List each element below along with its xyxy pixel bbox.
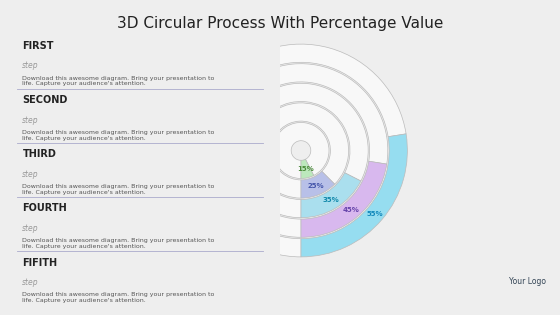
Wedge shape [301,171,335,198]
Wedge shape [301,134,407,257]
Wedge shape [301,159,314,179]
Wedge shape [214,64,388,237]
Text: 55%: 55% [367,211,383,217]
Text: FOURTH: FOURTH [22,203,67,214]
Text: FIFITH: FIFITH [22,258,58,268]
Text: 3D Circular Process With Percentage Value: 3D Circular Process With Percentage Valu… [117,16,443,31]
Wedge shape [301,173,361,218]
Text: THIRD: THIRD [22,149,56,159]
Text: 15%: 15% [297,166,314,172]
Text: step: step [22,170,39,179]
Text: SECOND: SECOND [22,95,68,105]
Text: Download this awesome diagram. Bring your presentation to
life. Capture your aud: Download this awesome diagram. Bring you… [22,76,215,86]
Text: Download this awesome diagram. Bring your presentation to
life. Capture your aud: Download this awesome diagram. Bring you… [22,184,215,195]
Text: Your Logo: Your Logo [509,277,546,286]
Wedge shape [273,123,329,179]
Wedge shape [234,83,368,218]
Text: 25%: 25% [307,183,324,189]
Wedge shape [254,103,348,198]
Wedge shape [195,44,406,257]
Text: step: step [22,278,39,287]
Text: step: step [22,116,39,125]
Text: FIRST: FIRST [22,41,54,51]
Text: Download this awesome diagram. Bring your presentation to
life. Capture your aud: Download this awesome diagram. Bring you… [22,130,215,140]
Text: step: step [22,61,39,71]
Wedge shape [301,161,387,237]
Text: Download this awesome diagram. Bring your presentation to
life. Capture your aud: Download this awesome diagram. Bring you… [22,292,215,303]
Text: 35%: 35% [323,197,340,203]
Text: 45%: 45% [343,207,360,213]
Text: step: step [22,224,39,233]
Text: Download this awesome diagram. Bring your presentation to
life. Capture your aud: Download this awesome diagram. Bring you… [22,238,215,249]
